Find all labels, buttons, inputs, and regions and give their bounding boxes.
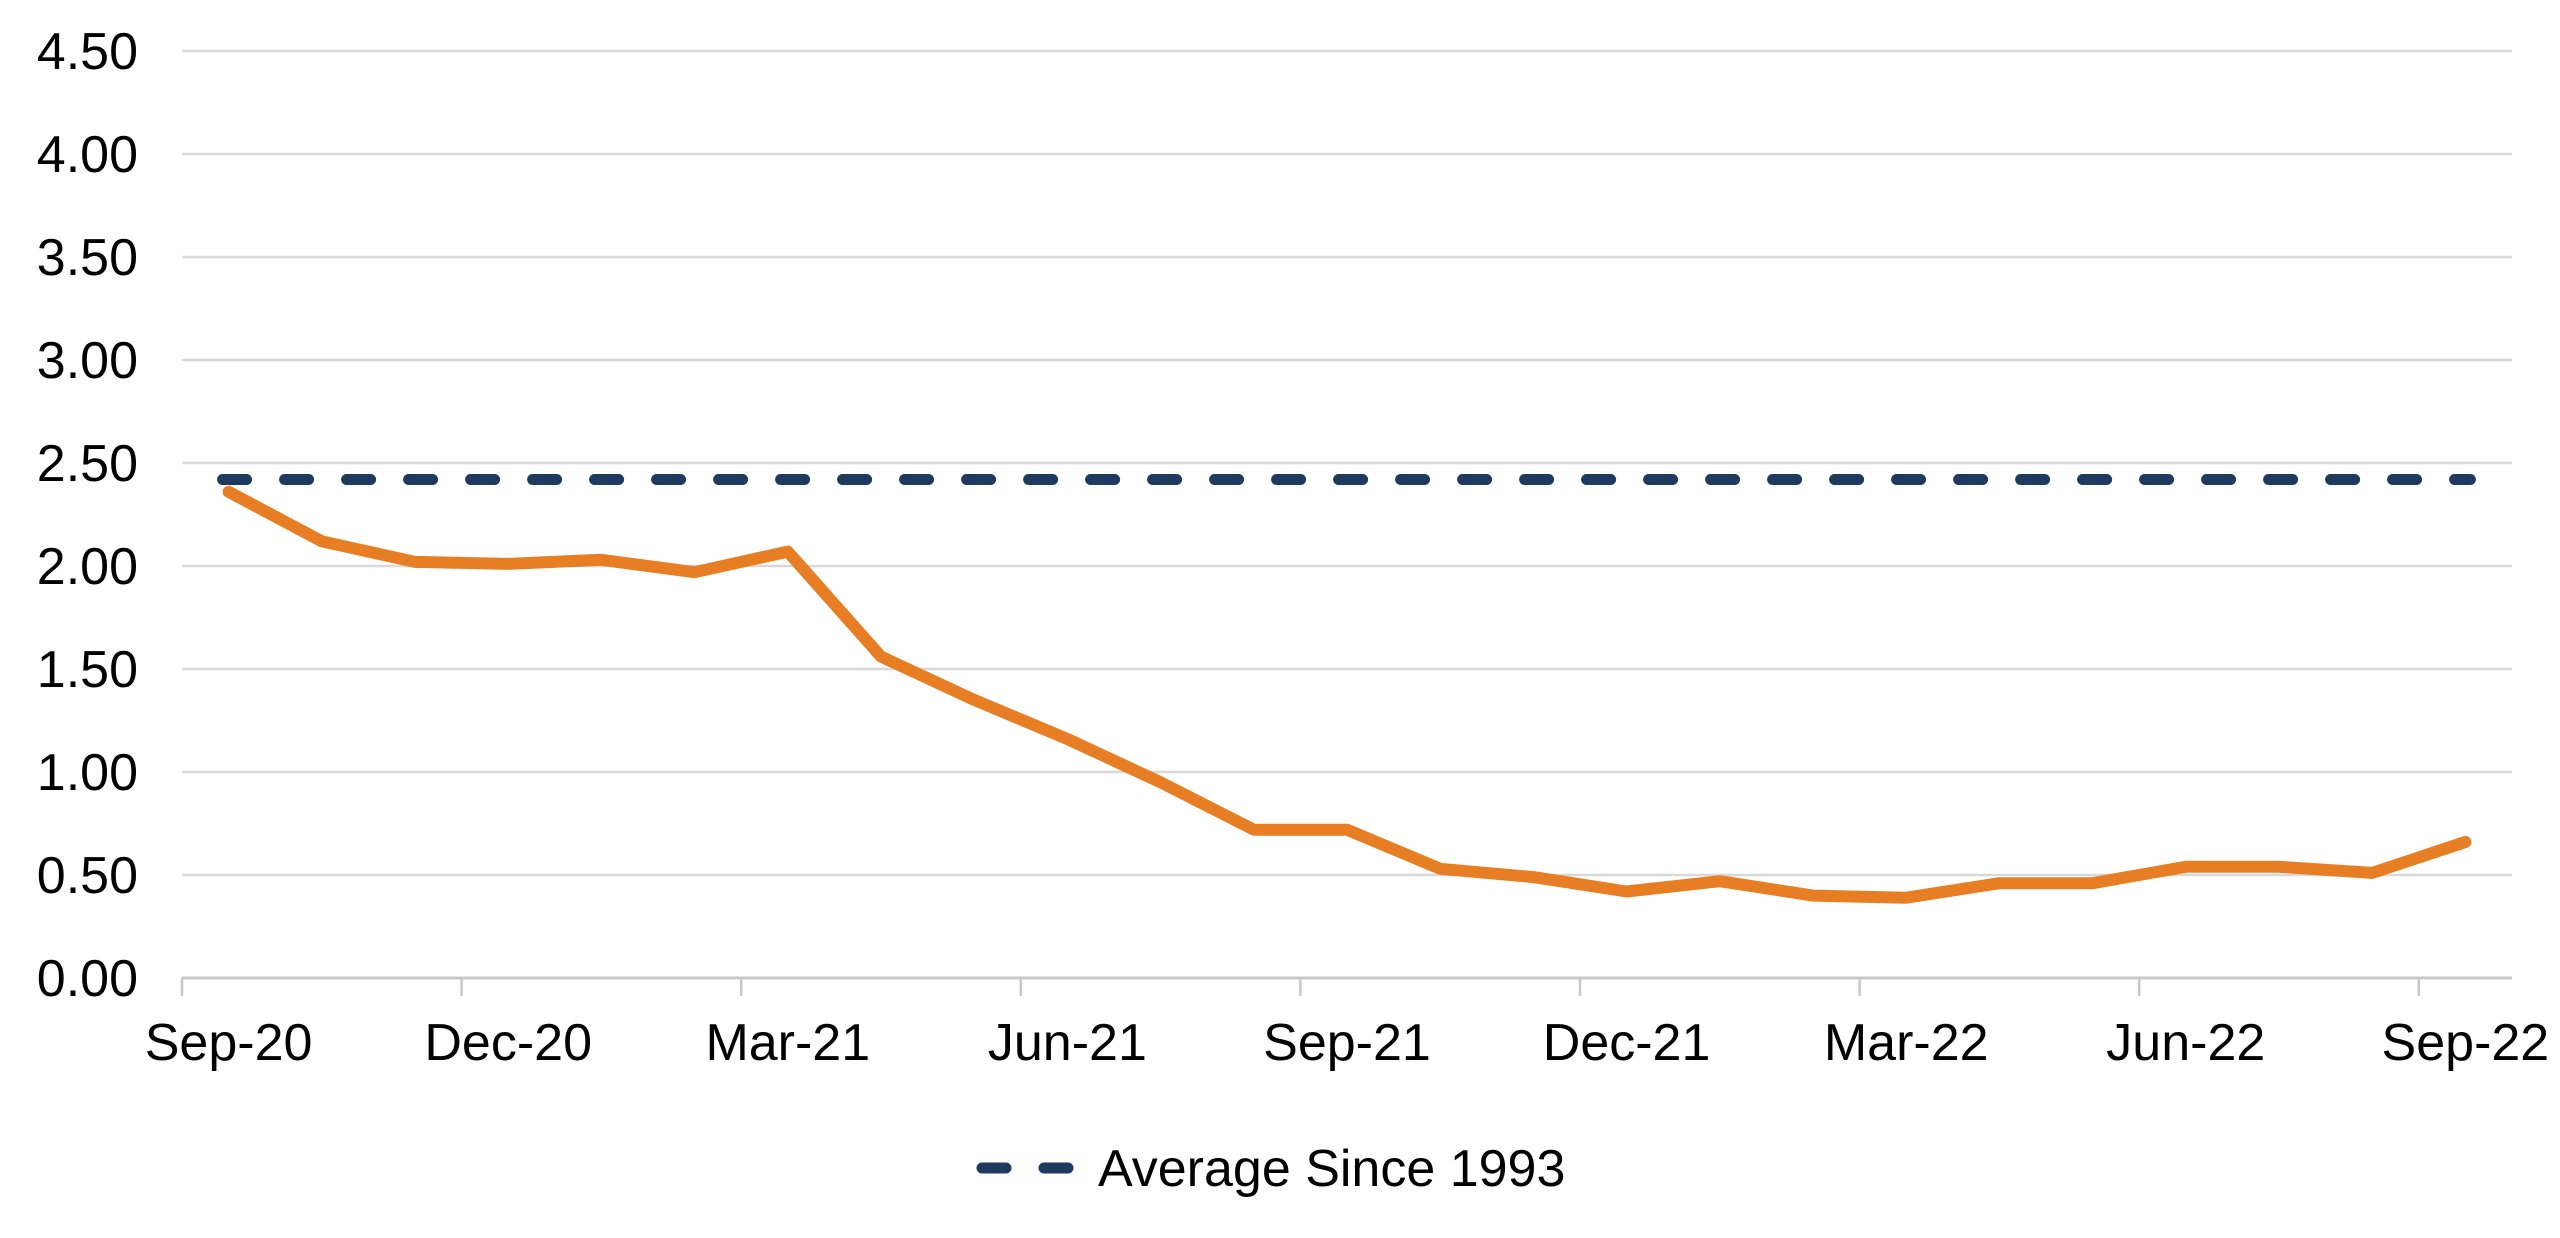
y-axis-tick-label: 4.00 [37, 126, 138, 184]
x-axis-tick-label: Sep-22 [2382, 1014, 2550, 1072]
y-axis-labels-group: 0.00 0.50 1.00 1.50 2.00 2.50 3.00 3.50 4.00 4.50 [37, 23, 138, 1008]
y-axis-tick-label: 3.00 [37, 332, 138, 390]
y-axis-tick-label: 2.00 [37, 538, 138, 596]
monthly-rate-line [222, 485, 2472, 904]
x-axis-group: Sep-20 Dec-20 Mar-21 Jun-21 Sep-21 Dec-21 Mar-… [145, 978, 2549, 1072]
x-axis-tick-label: Jun-22 [2106, 1014, 2265, 1072]
y-axis-tick-label: 2.50 [37, 435, 138, 493]
y-axis-tick-label: 0.00 [37, 950, 138, 1008]
legend-average-label: Average Since 1993 [1098, 1140, 1565, 1198]
gridlines-group [182, 49, 2512, 980]
y-axis-tick-label: 3.50 [37, 229, 138, 287]
x-axis-tick-label: Sep-21 [1263, 1014, 1431, 1072]
y-axis-tick-label: 1.00 [37, 744, 138, 802]
x-axis-tick-label: Dec-21 [1543, 1014, 1711, 1072]
x-axis-tick-label: Dec-20 [424, 1014, 592, 1072]
y-axis-tick-label: 4.50 [37, 23, 138, 81]
y-axis-tick-label: 1.50 [37, 641, 138, 699]
y-axis-tick-label: 0.50 [37, 847, 138, 905]
x-axis-tick-label: Mar-22 [1824, 1014, 1989, 1072]
x-axis-tick-label: Mar-21 [705, 1014, 870, 1072]
x-axis-tick-label: Sep-20 [145, 1014, 313, 1072]
series-group [217, 473, 2476, 904]
x-axis-tick-label: Jun-21 [988, 1014, 1147, 1072]
legend: Average Since 1993 [976, 1140, 1565, 1198]
